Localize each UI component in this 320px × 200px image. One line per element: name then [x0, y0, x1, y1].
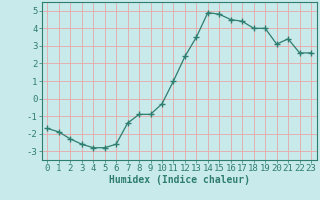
X-axis label: Humidex (Indice chaleur): Humidex (Indice chaleur)	[109, 175, 250, 185]
